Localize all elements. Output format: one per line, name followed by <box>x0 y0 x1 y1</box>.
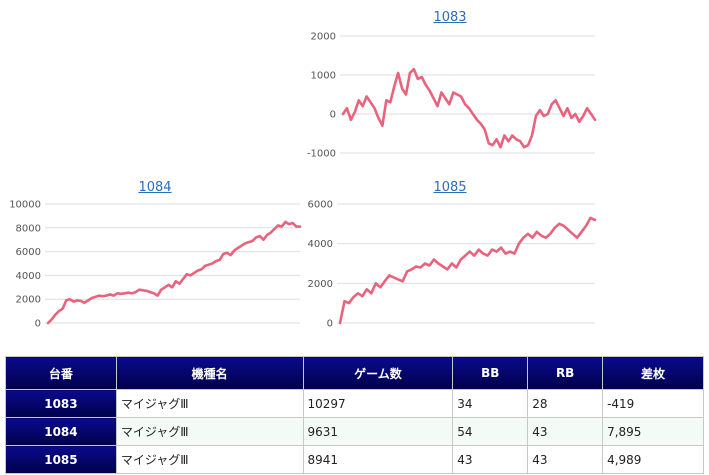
header-difference: 差枚 <box>602 356 704 390</box>
y-tick-label: 2000 <box>308 279 333 290</box>
game-count-cell: 8941 <box>302 445 454 474</box>
series-line <box>46 220 302 325</box>
machine-number-cell: 1084 <box>5 417 117 446</box>
chart-title-link[interactable]: 1085 <box>433 180 467 195</box>
y-tick-label: 2000 <box>16 295 41 306</box>
table-header-row: 台番 機種名 ゲーム数 BB RB 差枚 <box>5 356 704 390</box>
rb-cell: 28 <box>527 389 604 418</box>
header-machine-name: 機種名 <box>115 356 304 390</box>
table-row: 1085 マイジャグⅢ 8941 43 43 4,989 <box>5 445 704 474</box>
game-count-cell: 10297 <box>302 389 454 418</box>
difference-cell: 4,989 <box>602 445 704 474</box>
y-tick-label: 4000 <box>308 239 333 250</box>
header-machine-number: 台番 <box>5 356 117 390</box>
table-row: 1084 マイジャグⅢ 9631 54 43 7,895 <box>5 417 704 446</box>
chart-svg: 6000 4000 2000 0 <box>308 200 597 330</box>
difference-cell: -419 <box>602 389 704 418</box>
series-line <box>341 67 597 149</box>
chart-title-link[interactable]: 1084 <box>138 180 172 195</box>
chart-1083: 1083 2000 1000 0 -1000 <box>300 10 600 162</box>
machine-number-cell: 1085 <box>5 445 117 474</box>
series-line <box>338 216 597 325</box>
machine-number-cell: 1083 <box>5 389 117 418</box>
header-game-count: ゲーム数 <box>302 356 454 390</box>
y-tick-label: 6000 <box>16 247 41 258</box>
y-tick-label: -1000 <box>307 149 336 160</box>
y-tick-label: 2000 <box>311 32 336 43</box>
y-tick-label: 8000 <box>16 223 41 234</box>
y-tick-label: 10000 <box>9 200 41 211</box>
y-tick-label: 4000 <box>16 271 41 282</box>
bb-cell: 43 <box>452 445 529 474</box>
y-tick-label: 1000 <box>311 71 336 82</box>
bb-cell: 54 <box>452 417 529 446</box>
machine-name-cell: マイジャグⅢ <box>115 389 304 418</box>
chart-title-link[interactable]: 1083 <box>433 10 467 25</box>
rb-cell: 43 <box>527 417 604 446</box>
machine-name-cell: マイジャグⅢ <box>115 445 304 474</box>
chart-1085: 1085 6000 4000 2000 0 <box>300 180 600 332</box>
header-bb: BB <box>452 356 529 390</box>
game-count-cell: 9631 <box>302 417 454 446</box>
machine-name-cell: マイジャグⅢ <box>115 417 304 446</box>
chart-svg: 10000 8000 6000 4000 2000 0 <box>9 200 302 330</box>
rb-cell: 43 <box>527 445 604 474</box>
bb-cell: 34 <box>452 389 529 418</box>
table-row: 1083 マイジャグⅢ 10297 34 28 -419 <box>5 389 704 418</box>
machine-data-table: 台番 機種名 ゲーム数 BB RB 差枚 1083 マイジャグⅢ 10297 3… <box>5 356 704 474</box>
chart-1084: 1084 10000 8000 6000 4000 2000 0 <box>5 180 305 332</box>
chart-svg: 2000 1000 0 -1000 <box>307 32 597 160</box>
difference-cell: 7,895 <box>602 417 704 446</box>
y-tick-label: 0 <box>330 110 336 121</box>
y-tick-label: 6000 <box>308 200 333 211</box>
y-tick-label: 0 <box>327 319 333 330</box>
y-tick-label: 0 <box>35 319 41 330</box>
header-rb: RB <box>527 356 604 390</box>
